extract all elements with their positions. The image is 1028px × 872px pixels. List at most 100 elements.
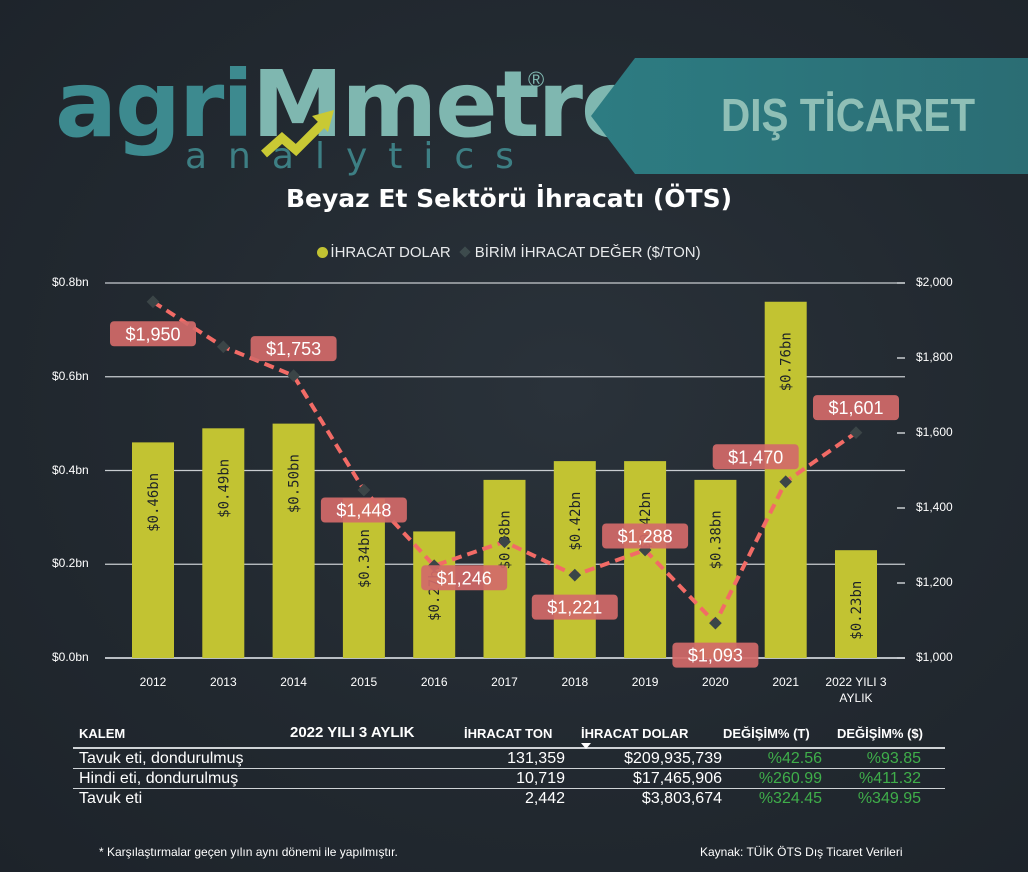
- bar-2022 YILI 3 AYLIK[interactable]: [835, 550, 877, 658]
- cell-tons: 10,719: [516, 770, 565, 787]
- bar-value-label: $0.38bn: [708, 510, 724, 569]
- dis-ticaret-banner: DIŞ TİCARET: [591, 58, 1028, 174]
- svg-text:$1,221: $1,221: [547, 598, 602, 618]
- cell-tons: 2,442: [524, 790, 565, 807]
- x-axis-label: 2022 YILI 3 AYLIK: [825, 675, 887, 705]
- source-note: Kaynak: TÜİK ÖTS Dış Ticaret Verileri: [700, 845, 903, 859]
- line-value-label: $1,601: [813, 395, 899, 421]
- cell-change-t: %324.45: [758, 790, 822, 807]
- right-axis-tick-label: $1,400: [916, 500, 953, 514]
- svg-text:$1,753: $1,753: [266, 339, 321, 359]
- cell-dollars: $3,803,674: [641, 790, 722, 807]
- line-marker-diamond-icon[interactable]: [287, 369, 300, 382]
- chart-legend: İHRACAT DOLAR BİRİM İHRACAT DEĞER ($/TON): [0, 244, 1018, 261]
- table-header: KALEM 2022 YILI 3 AYLIK İHRACAT TON İHRA…: [73, 722, 945, 749]
- bar-value-label: $0.34bn: [357, 529, 373, 588]
- line-marker-diamond-icon[interactable]: [216, 340, 230, 354]
- cell-item: Tavuk eti, dondurulmuş: [79, 750, 244, 767]
- line-value-label: $1,246: [421, 565, 508, 591]
- chart-title: Beyaz Et Sektörü İhracatı (ÖTS): [285, 184, 733, 213]
- cell-change-usd: %93.85: [866, 750, 921, 767]
- line-value-label: $1,288: [602, 523, 689, 549]
- export-table: KALEM 2022 YILI 3 AYLIK İHRACAT TON İHRA…: [73, 722, 945, 809]
- legend-diamond-icon: [459, 246, 471, 258]
- header-kalem[interactable]: KALEM: [79, 726, 126, 741]
- line-value-label: $1,950: [110, 321, 196, 347]
- logo-subtitle: analytics: [185, 136, 535, 177]
- line-value-label: $1,448: [320, 497, 407, 523]
- x-axis-label: 2013: [209, 675, 237, 689]
- cell-item: Tavuk eti: [79, 790, 143, 807]
- line-marker-diamond-icon[interactable]: [146, 295, 160, 309]
- left-axis-tick-label: $0.6bn: [52, 368, 89, 383]
- bar-value-label: $0.23bn: [849, 581, 865, 640]
- bar-2014[interactable]: [272, 423, 315, 658]
- bar-value-label: $0.46bn: [146, 473, 162, 532]
- table-row[interactable]: Tavuk eti, dondurulmuş 131,359 $209,935,73…: [73, 749, 945, 769]
- x-axis-label: 2019: [631, 675, 659, 689]
- right-axis-tick-label: $1,200: [916, 575, 953, 589]
- svg-text:$1,288: $1,288: [618, 527, 673, 547]
- cell-dollars: $209,935,739: [624, 750, 722, 767]
- svg-text:$1,246: $1,246: [437, 568, 492, 588]
- bar-2018[interactable]: [553, 461, 596, 658]
- bar-value-label: $0.50bn: [287, 454, 303, 513]
- table-body: Tavuk eti, dondurulmuş 131,359 $209,935,73…: [73, 749, 945, 809]
- bar-value-label: $0.76bn: [779, 332, 795, 391]
- left-axis-tick-label: $0.8bn: [52, 275, 89, 289]
- header-degisim-usd[interactable]: DEĞİŞİM% ($): [837, 726, 923, 741]
- line-value-label: $1,470: [712, 444, 799, 470]
- right-axis-tick-label: $1,800: [916, 350, 953, 364]
- banner-arrow-shape: [591, 58, 1028, 174]
- sort-descending-icon[interactable]: [581, 743, 591, 749]
- bar-value-label: $0.49bn: [216, 459, 232, 518]
- bar-2012[interactable]: [132, 442, 174, 658]
- svg-text:$1,601: $1,601: [828, 398, 883, 418]
- header-ihracat-ton[interactable]: İHRACAT TON: [464, 726, 553, 741]
- bar-2013[interactable]: [202, 428, 245, 658]
- legend-item-ihracat-dolar[interactable]: İHRACAT DOLAR: [330, 244, 451, 261]
- line-value-label: $1,093: [672, 642, 759, 668]
- x-axis-label: 2014: [280, 675, 307, 689]
- left-axis-tick-label: $0.2bn: [52, 556, 89, 571]
- chart-plot-area: $0.46bn$0.49bn$0.50bn$0.34bn$0.27bn$0.38…: [105, 282, 905, 668]
- svg-text:$1,448: $1,448: [336, 501, 391, 521]
- table-row[interactable]: Hindi eti, dondurulmuş 10,719 $17,465,906%…: [73, 769, 945, 789]
- x-axis-label: 2017: [491, 675, 518, 689]
- table-row[interactable]: Tavuk eti 2,442 $3,803,674 %324.45 %349.95: [73, 789, 945, 809]
- left-axis-tick-label: $0.0bn: [52, 650, 89, 664]
- right-axis-tick-label: $1,000: [916, 650, 953, 664]
- svg-text:$1,470: $1,470: [728, 447, 783, 467]
- bar-value-label: $0.42bn: [568, 492, 584, 551]
- footnote: * Karşılaştırmalar geçen yılın aynı döne…: [99, 845, 398, 859]
- logo-wordmark: agriMmetre: [55, 51, 643, 158]
- cell-change-t: %42.56: [767, 750, 822, 767]
- line-value-label: $1,221: [531, 594, 618, 620]
- header-ihracat-dolar[interactable]: İHRACAT DOLAR: [581, 726, 689, 741]
- banner-label: DIŞ TİCARET: [721, 89, 976, 141]
- trend-arrow-icon: [261, 110, 334, 158]
- left-axis-tick-label: $0.4bn: [52, 462, 89, 477]
- x-axis-label: 2015: [350, 675, 378, 689]
- agrimetre-logo: agriMmetre ® analytics: [55, 55, 643, 177]
- cell-dollars: $17,465,906: [633, 770, 722, 787]
- bar-2019[interactable]: [624, 461, 667, 658]
- legend-circle-icon: [317, 247, 329, 258]
- bar-2015[interactable]: [342, 498, 385, 658]
- x-axis-label: 2016: [420, 675, 448, 689]
- x-axis-label: 2018: [561, 675, 589, 689]
- cell-change-t: %260.99: [758, 770, 822, 787]
- x-axis-label: 2012: [139, 675, 167, 689]
- x-axis-label: 2020: [702, 675, 729, 689]
- header-degisim-t[interactable]: DEĞİŞİM% (T): [723, 726, 810, 741]
- cell-tons: 131,359: [507, 750, 565, 767]
- svg-text:$1,950: $1,950: [125, 324, 180, 344]
- header-period: 2022 YILI 3 AYLIK: [290, 724, 415, 741]
- cell-change-usd: %349.95: [857, 790, 921, 807]
- cell-item: Hindi eti, dondurulmuş: [79, 770, 239, 787]
- right-axis-tick-label: $2,000: [916, 275, 953, 289]
- x-axis-label: 2021: [772, 675, 800, 689]
- cell-change-usd: %411.32: [859, 770, 921, 787]
- line-marker-diamond-icon[interactable]: [357, 483, 371, 497]
- legend-item-birim-deger[interactable]: BİRİM İHRACAT DEĞER ($/TON): [474, 244, 701, 261]
